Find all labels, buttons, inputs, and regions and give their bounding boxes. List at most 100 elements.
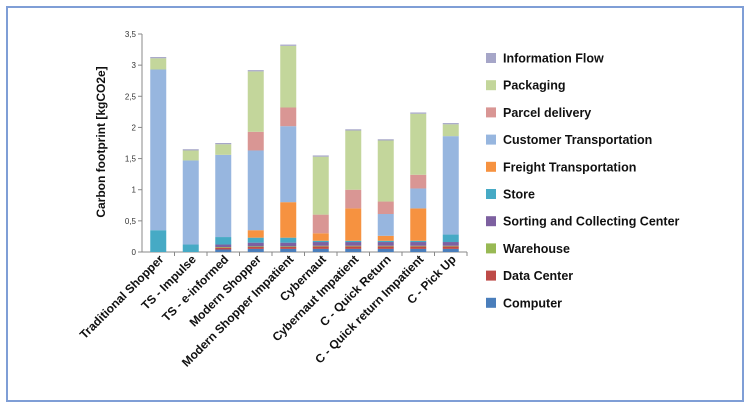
bar-segment xyxy=(247,230,264,238)
bar-segment xyxy=(280,107,297,127)
bar-segment xyxy=(182,149,199,151)
bar-segment xyxy=(442,123,459,125)
bar-segment xyxy=(410,245,427,247)
bar-segment xyxy=(410,248,427,252)
chart-frame xyxy=(6,6,744,402)
legend-entry: Data Center xyxy=(503,269,573,283)
bar-segment xyxy=(377,139,394,141)
bar-segment xyxy=(247,150,264,231)
legend-swatch xyxy=(486,243,496,254)
bar-segment xyxy=(410,240,427,243)
bar-segment xyxy=(345,245,362,247)
bar-segment xyxy=(442,136,459,235)
bar-segment xyxy=(377,201,394,215)
bar-segment xyxy=(280,202,297,238)
bar-segment xyxy=(215,144,232,155)
y-tick-label: 0,5 xyxy=(125,217,137,226)
bar-segment xyxy=(280,246,297,248)
bar-segment xyxy=(150,230,167,252)
bar-segment xyxy=(215,247,232,250)
bar-segment xyxy=(150,57,167,59)
y-tick-label: 0 xyxy=(132,248,137,257)
bar-segment xyxy=(410,242,427,246)
bar-segment xyxy=(312,233,329,241)
bar-segment xyxy=(150,58,167,70)
bar-segment xyxy=(410,246,427,249)
bar-segment xyxy=(312,156,329,215)
bar-segment xyxy=(182,244,199,252)
bar-segment xyxy=(312,245,329,247)
bar-segment xyxy=(377,245,394,247)
bar-segment xyxy=(312,242,329,246)
bar-segment xyxy=(150,69,167,231)
bar-segment xyxy=(377,140,394,202)
legend-swatch xyxy=(486,80,496,91)
legend-swatch xyxy=(486,53,496,63)
bar-segment xyxy=(442,242,459,246)
bar-segment xyxy=(312,214,329,234)
legend-entry: Information Flow xyxy=(503,52,604,66)
legend-entry: Freight Transportation xyxy=(503,160,636,174)
y-axis-label: Carbon footprint [kgCO2e] xyxy=(94,66,108,217)
bar-segment xyxy=(345,246,362,249)
y-tick-label: 3 xyxy=(132,61,137,70)
legend-swatch xyxy=(486,134,496,145)
bar-segment xyxy=(377,248,394,252)
bar-segment xyxy=(182,160,199,245)
bar-segment xyxy=(377,242,394,246)
bar-segment xyxy=(410,208,427,241)
bar-segment xyxy=(280,126,297,203)
legend-swatch xyxy=(486,161,496,172)
legend-entry: Warehouse xyxy=(503,242,570,256)
bar-segment xyxy=(345,240,362,243)
bar-segment xyxy=(377,235,394,241)
bar-segment xyxy=(345,242,362,246)
bar-segment xyxy=(377,214,394,236)
legend-swatch xyxy=(486,297,496,308)
bar-segment xyxy=(442,245,459,247)
bar-segment xyxy=(345,130,362,190)
bar-segment xyxy=(215,143,232,145)
bar-segment xyxy=(377,246,394,249)
bar-segment xyxy=(312,155,329,157)
bar-segment xyxy=(410,113,427,175)
bar-segment xyxy=(247,237,264,243)
legend-entry: Sorting and Collecting Center xyxy=(503,215,680,229)
bar-segment xyxy=(215,249,232,252)
bar-segment xyxy=(345,129,362,131)
bar-segment xyxy=(280,247,297,249)
legend-entry: Parcel delivery xyxy=(503,106,591,120)
y-tick-label: 2 xyxy=(132,123,137,132)
legend-entry: Customer Transportation xyxy=(503,133,652,147)
bar-segment xyxy=(215,154,232,238)
bar-segment xyxy=(247,131,264,151)
bar-segment xyxy=(377,240,394,243)
legend-entry: Store xyxy=(503,188,535,202)
bar-segment xyxy=(280,242,297,247)
bar-segment xyxy=(280,45,297,108)
y-tick-label: 1 xyxy=(132,186,137,195)
bar-segment xyxy=(247,247,264,249)
bar-segment xyxy=(442,248,459,252)
y-tick-label: 1,5 xyxy=(125,155,137,164)
bar-segment xyxy=(247,242,264,247)
bar-segment xyxy=(247,70,264,72)
y-tick-label: 3,5 xyxy=(125,30,137,39)
bar-segment xyxy=(345,248,362,252)
legend-swatch xyxy=(486,107,496,118)
bar-segment xyxy=(280,237,297,243)
bar-segment xyxy=(182,150,199,161)
bar-segment xyxy=(410,174,427,189)
bar-segment xyxy=(247,246,264,248)
legend: Information Flow Packaging Parcel delivery… xyxy=(486,52,680,310)
legend-swatch xyxy=(486,189,496,199)
legend-entry: Computer xyxy=(503,296,562,310)
bar-segment xyxy=(215,247,232,248)
bar-segment xyxy=(312,248,329,252)
bar-segment xyxy=(345,189,362,209)
legend-swatch xyxy=(486,270,496,281)
bar-segment xyxy=(410,112,427,114)
legend-swatch xyxy=(486,216,496,227)
bar-segment xyxy=(280,44,297,46)
